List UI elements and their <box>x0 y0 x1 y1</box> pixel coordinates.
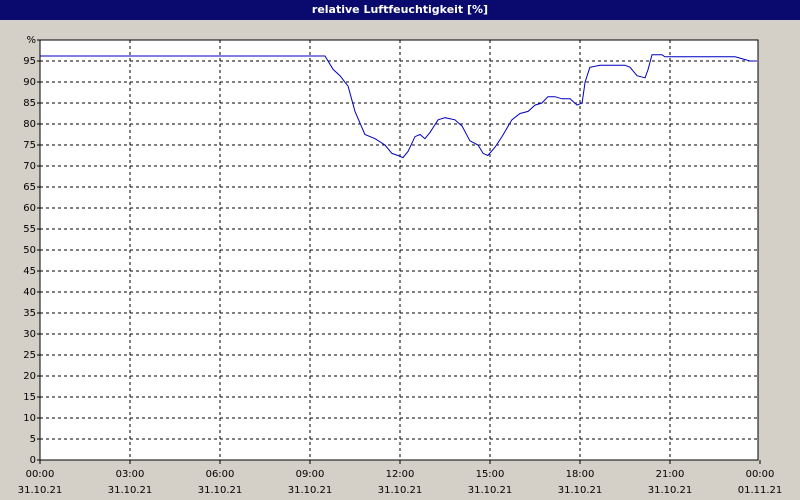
x-tick-label: 09:00 <box>296 469 325 480</box>
y-tick-label: 75 <box>23 140 36 151</box>
y-tick-label: % <box>26 35 36 46</box>
y-tick-label: 85 <box>23 98 36 109</box>
y-tick-label: 35 <box>23 308 36 319</box>
x-tick-label: 15:00 <box>476 469 505 480</box>
x-tick-date: 31.10.21 <box>648 485 693 496</box>
y-tick-label: 90 <box>23 77 36 88</box>
x-tick-label: 00:00 <box>746 469 775 480</box>
y-tick-label: 5 <box>30 434 36 445</box>
y-tick-label: 70 <box>23 161 36 172</box>
y-tick-label: 40 <box>23 287 36 298</box>
y-tick-label: 30 <box>23 329 36 340</box>
x-tick-date: 31.10.21 <box>108 485 153 496</box>
y-tick-label: 55 <box>23 224 36 235</box>
title-bar <box>0 0 800 20</box>
y-tick-label: 15 <box>23 392 36 403</box>
y-tick-label: 0 <box>30 455 36 466</box>
y-tick-label: 65 <box>23 182 36 193</box>
x-tick-label: 18:00 <box>566 469 595 480</box>
x-tick-date: 31.10.21 <box>288 485 333 496</box>
y-tick-label: 25 <box>23 350 36 361</box>
y-tick-label: 45 <box>23 266 36 277</box>
y-tick-label: 80 <box>23 119 36 130</box>
x-tick-date: 31.10.21 <box>468 485 513 496</box>
x-tick-label: 00:00 <box>26 469 55 480</box>
y-tick-label: 50 <box>23 245 36 256</box>
x-tick-label: 21:00 <box>656 469 685 480</box>
y-tick-label: 95 <box>23 56 36 67</box>
y-tick-label: 10 <box>23 413 36 424</box>
chart-title: relative Luftfeuchtigkeit [%] <box>312 3 488 16</box>
x-tick-date: 31.10.21 <box>18 485 63 496</box>
x-tick-label: 06:00 <box>206 469 235 480</box>
data-line <box>40 54 757 159</box>
x-tick-date: 31.10.21 <box>558 485 603 496</box>
x-tick-date: 31.10.21 <box>198 485 243 496</box>
plot-area <box>39 39 759 461</box>
y-tick-label: 60 <box>23 203 36 214</box>
x-tick-date: 01.11.21 <box>738 485 783 496</box>
x-tick-label: 03:00 <box>116 469 145 480</box>
x-tick-date: 31.10.21 <box>378 485 423 496</box>
x-tick-label: 12:00 <box>386 469 415 480</box>
y-tick-label: 20 <box>23 371 36 382</box>
